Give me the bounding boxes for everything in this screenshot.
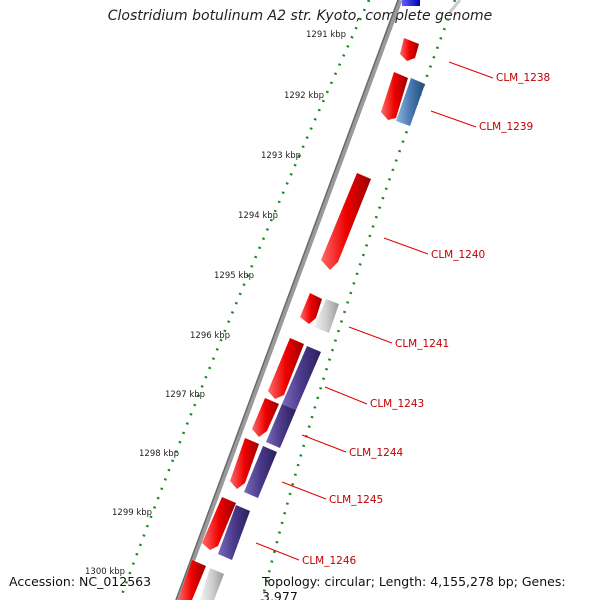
gene-clm-1244-forward[interactable]: [252, 398, 279, 437]
tick-label: 1296 kbp: [190, 331, 230, 341]
gene-partial-top[interactable]: [402, 0, 420, 6]
reverse-strand-genes: [200, 78, 425, 600]
gene-clm-1239-forward[interactable]: [381, 72, 408, 120]
gene-label[interactable]: CLM_1244: [349, 447, 404, 459]
gene-bottom-forward[interactable]: [178, 560, 206, 600]
tick-label: 1291 kbp: [306, 30, 346, 40]
tick-label: 1297 kbp: [165, 390, 205, 400]
gene-label-leaders: [255, 61, 494, 561]
gene-clm-1243-forward[interactable]: [268, 338, 304, 399]
tick-label: 1292 kbp: [284, 91, 324, 101]
tick-label: 1300 kbp: [85, 567, 125, 577]
tick-dots-outer: [118, 0, 371, 600]
topology-label: Topology: circular; Length: 4,155,278 bp…: [262, 574, 566, 600]
gene-clm-1243[interactable]: [282, 346, 321, 410]
gene-clm-1238[interactable]: [400, 38, 419, 61]
gene-clm-1246-forward[interactable]: [202, 497, 236, 550]
gene-clm-1241[interactable]: [300, 293, 322, 324]
gene-clm-1245-forward[interactable]: [230, 438, 259, 489]
scale-tick-labels: 1291 kbp 1292 kbp 1293 kbp 1294 kbp 1295…: [85, 30, 346, 577]
gene-clm-1239[interactable]: [396, 78, 425, 126]
gene-label[interactable]: CLM_1238: [496, 72, 550, 84]
gene-label[interactable]: CLM_1245: [329, 494, 383, 506]
tick-label: 1293 kbp: [261, 151, 301, 161]
accession-label: Accession: NC_012563: [9, 574, 152, 589]
gene-clm-1245[interactable]: [244, 446, 277, 498]
gene-label[interactable]: CLM_1241: [395, 338, 449, 350]
gene-labels: CLM_1238 CLM_1239 CLM_1240 CLM_1241 CLM_…: [302, 72, 550, 567]
tick-label: 1299 kbp: [112, 508, 152, 518]
gene-clm-1246[interactable]: [218, 505, 250, 560]
forward-strand-genes: [178, 38, 419, 600]
tick-label: 1294 kbp: [238, 211, 278, 221]
gene-clm-1240[interactable]: [321, 173, 371, 270]
gene-label[interactable]: CLM_1243: [370, 398, 424, 410]
scale-tick-track: [118, 0, 457, 600]
tick-label: 1295 kbp: [214, 271, 254, 281]
genome-backbone-shadow: [175, 0, 399, 600]
gene-clm-1241-reverse[interactable]: [314, 299, 339, 333]
gene-clm-1244[interactable]: [266, 404, 296, 448]
genome-backbone-upper: [448, 0, 462, 14]
tick-label: 1298 kbp: [139, 449, 179, 459]
gene-label[interactable]: CLM_1240: [431, 249, 485, 261]
gene-label[interactable]: CLM_1239: [479, 121, 533, 133]
tick-dots-inner: [260, 0, 457, 600]
genome-backbone: [175, 0, 403, 600]
gene-label[interactable]: CLM_1246: [302, 555, 357, 567]
gene-bottom-reverse[interactable]: [200, 568, 224, 600]
